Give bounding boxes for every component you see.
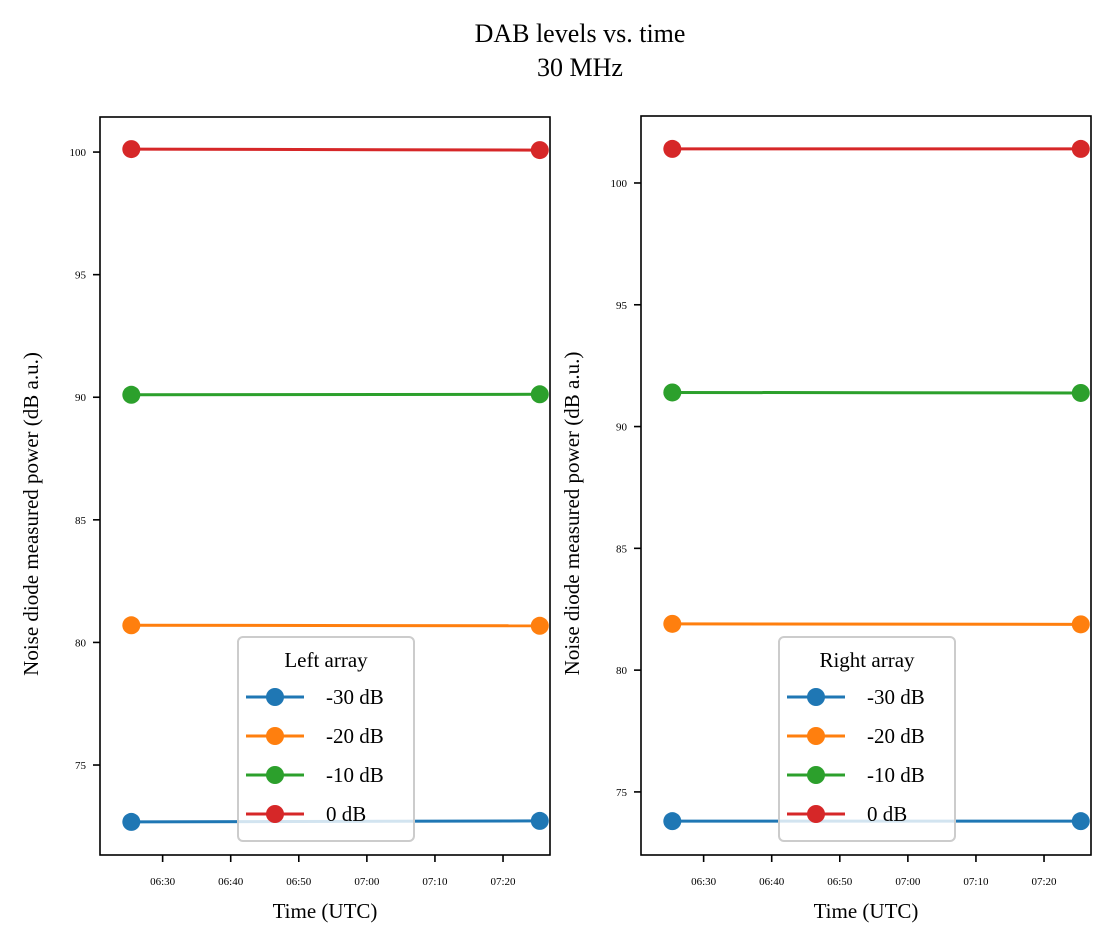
legend-label: -30 dB — [867, 685, 925, 709]
chart-subtitle: 30 MHz — [537, 53, 623, 82]
y-tick-label: 90 — [75, 392, 87, 404]
legend-marker — [266, 766, 284, 784]
axes-frame — [640, 115, 1092, 856]
data-point — [663, 614, 682, 633]
series--20db — [663, 614, 1090, 634]
legend-label: -10 dB — [326, 763, 384, 787]
data-point — [530, 385, 549, 404]
axes-frame — [99, 116, 551, 856]
x-tick-label: 07:10 — [963, 876, 989, 888]
y-tick-label: 80 — [75, 637, 87, 649]
x-tick-label: 07:20 — [490, 876, 516, 888]
y-tick-label: 85 — [616, 543, 628, 555]
legend-label: -30 dB — [326, 685, 384, 709]
x-axis-label: Time (UTC) — [273, 899, 378, 923]
y-tick-label: 100 — [70, 147, 87, 159]
series--10db — [663, 383, 1090, 402]
y-tick-label: 95 — [616, 300, 628, 312]
legend-entry: -30 dB — [787, 685, 925, 709]
y-tick-label: 85 — [75, 515, 87, 527]
legend-title: Right array — [819, 648, 915, 672]
legend: Right array -30 dB -20 dB -10 dB 0 dB — [778, 636, 956, 842]
legend-title: Left array — [284, 648, 368, 672]
legend-entry: -10 dB — [787, 763, 925, 787]
legend-entry: 0 dB — [787, 802, 907, 826]
data-point — [1071, 383, 1090, 402]
chart-title: DAB levels vs. time — [475, 19, 686, 48]
legend-marker — [266, 688, 284, 706]
series--20db — [122, 616, 549, 635]
data-point — [530, 811, 549, 830]
legend-entry: -20 dB — [787, 724, 925, 748]
legend-marker — [807, 688, 825, 706]
series-line — [131, 147, 540, 152]
legend-entry: 0 dB — [246, 802, 366, 826]
panel-left: 75 80 85 90 95 100 06:30 06:40 06:50 07:00 07:10 07… — [19, 116, 551, 923]
x-tick-label: 07:00 — [354, 876, 380, 888]
y-tick-label: 75 — [75, 760, 87, 772]
legend-marker — [266, 805, 284, 823]
series-0db — [663, 139, 1090, 158]
data-point — [1071, 615, 1090, 634]
data-point — [122, 616, 141, 635]
x-axis-label: Time (UTC) — [814, 899, 919, 923]
data-point — [663, 812, 682, 831]
legend-entry: -30 dB — [246, 685, 384, 709]
legend-marker — [807, 766, 825, 784]
x-tick-label: 06:30 — [150, 876, 176, 888]
panel-right: 75 80 85 90 95 100 06:30 06:40 06:50 07:00 07:10 07… — [560, 115, 1092, 923]
legend: Left array -30 dB -20 dB -10 dB 0 dB — [237, 636, 415, 842]
legend-entry: -10 dB — [246, 763, 384, 787]
y-tick-label: 100 — [611, 178, 628, 190]
x-tick-label: 06:30 — [691, 876, 717, 888]
y-tick-label: 95 — [75, 270, 87, 282]
x-tick-label: 07:20 — [1031, 876, 1057, 888]
legend-marker — [266, 727, 284, 745]
x-tick-label: 06:50 — [286, 876, 312, 888]
data-point — [1071, 139, 1090, 158]
legend-marker — [807, 805, 825, 823]
y-axis-label: Noise diode measured power (dB a.u.) — [560, 352, 584, 676]
x-tick-label: 06:40 — [218, 876, 244, 888]
data-point — [1071, 812, 1090, 831]
legend-box — [778, 636, 956, 842]
data-point — [122, 385, 141, 404]
x-tick-label: 07:10 — [422, 876, 448, 888]
data-point — [122, 812, 141, 831]
data-point — [663, 139, 682, 158]
y-tick-label: 90 — [616, 422, 628, 434]
y-axis-label: Noise diode measured power (dB a.u.) — [19, 352, 43, 676]
series-0db — [122, 140, 549, 160]
legend-label: -20 dB — [326, 724, 384, 748]
legend-marker — [807, 727, 825, 745]
data-point — [530, 141, 549, 160]
x-tick-label: 06:40 — [759, 876, 785, 888]
legend-label: -10 dB — [867, 763, 925, 787]
y-tick-label: 75 — [616, 787, 628, 799]
y-tick-label: 80 — [616, 665, 628, 677]
x-tick-label: 07:00 — [895, 876, 921, 888]
legend-label: 0 dB — [867, 802, 907, 826]
data-point — [530, 616, 549, 635]
data-point — [663, 383, 682, 402]
legend-box — [237, 636, 415, 842]
data-point — [122, 140, 141, 159]
legend-entry: -20 dB — [246, 724, 384, 748]
x-tick-label: 06:50 — [827, 876, 853, 888]
legend-label: 0 dB — [326, 802, 366, 826]
legend-label: -20 dB — [867, 724, 925, 748]
series--10db — [122, 385, 549, 404]
